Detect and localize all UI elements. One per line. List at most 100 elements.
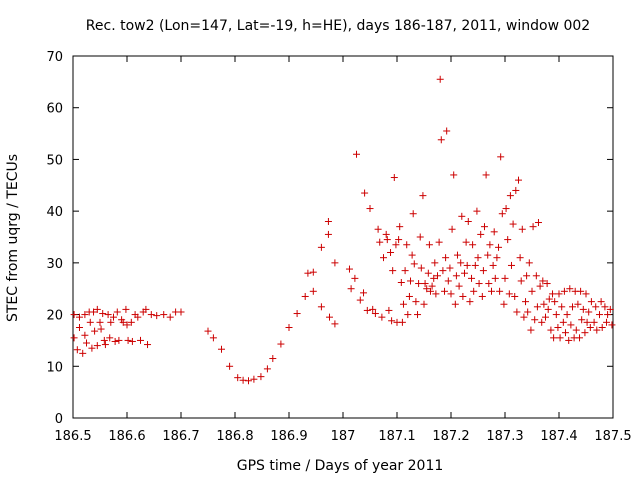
data-point <box>70 334 78 342</box>
data-point <box>93 305 101 313</box>
data-point <box>435 238 443 246</box>
data-point <box>551 298 559 306</box>
data-point <box>500 300 508 308</box>
data-point <box>86 318 94 326</box>
data-point <box>209 334 217 342</box>
data-point <box>81 331 89 339</box>
data-point <box>516 254 524 262</box>
data-point <box>436 75 444 83</box>
data-point <box>395 236 403 244</box>
data-point <box>371 310 379 318</box>
x-tick-label: 186.5 <box>54 429 91 444</box>
data-point <box>563 311 571 319</box>
data-point <box>598 324 606 331</box>
data-point <box>540 300 548 308</box>
data-point <box>324 230 332 238</box>
data-point <box>523 272 531 280</box>
data-point <box>409 210 417 218</box>
x-tick-label: 186.6 <box>108 429 145 444</box>
data-point <box>520 313 528 321</box>
data-point <box>560 287 568 295</box>
axis-ticks <box>72 55 614 419</box>
data-point <box>424 269 432 277</box>
data-point <box>549 290 557 298</box>
data-point <box>608 321 616 329</box>
data-point <box>545 295 553 303</box>
data-point <box>471 261 479 269</box>
data-point <box>75 313 83 321</box>
data-point <box>507 261 515 269</box>
data-point <box>491 274 499 282</box>
data-point <box>392 241 400 249</box>
data-point <box>396 223 404 231</box>
data-point <box>356 296 364 304</box>
data-point <box>502 205 510 213</box>
data-point <box>586 324 594 331</box>
data-point <box>504 236 512 244</box>
data-point <box>505 290 513 298</box>
data-point <box>301 292 309 300</box>
data-point <box>124 336 132 344</box>
data-point <box>415 280 423 288</box>
x-tick-label: 187 <box>331 429 356 444</box>
data-point <box>417 264 425 272</box>
data-point <box>606 305 614 313</box>
data-point <box>257 373 265 381</box>
data-point <box>99 310 107 318</box>
data-point <box>91 327 99 335</box>
data-point <box>304 269 312 277</box>
data-point <box>576 334 584 342</box>
data-point <box>464 217 472 225</box>
data-point <box>579 305 587 313</box>
data-point <box>515 176 522 184</box>
data-point <box>486 241 494 249</box>
data-point <box>351 274 359 282</box>
data-point <box>245 377 252 385</box>
x-tick-label: 186.9 <box>270 429 307 444</box>
data-point <box>470 287 478 295</box>
data-point <box>226 362 234 370</box>
data-point <box>469 241 477 249</box>
data-point <box>506 192 514 200</box>
data-point <box>416 233 424 241</box>
data-point <box>577 287 585 295</box>
x-tick-label: 187.3 <box>486 429 523 444</box>
axis-tick-labels: 186.5 186.6 186.7 186.8 186.9 187 187.1 187.2 18… <box>46 50 631 444</box>
data-point <box>137 336 144 344</box>
data-point <box>555 290 563 298</box>
data-point <box>404 311 412 319</box>
data-point <box>474 254 482 262</box>
data-point <box>324 217 332 225</box>
data-point <box>572 326 580 334</box>
data-point <box>317 303 325 311</box>
data-point <box>466 298 474 306</box>
data-point <box>477 230 485 238</box>
data-point <box>512 186 520 194</box>
data-point <box>511 292 519 300</box>
data-point <box>70 311 78 319</box>
data-point <box>583 318 591 326</box>
data-point <box>376 238 384 246</box>
y-tick-label: 70 <box>46 50 63 65</box>
data-point <box>450 171 458 179</box>
data-point <box>497 153 505 161</box>
data-point <box>542 313 549 321</box>
data-point <box>83 339 90 347</box>
data-point <box>401 267 409 275</box>
data-point <box>574 300 582 308</box>
data-point <box>383 236 391 244</box>
data-point <box>90 308 98 316</box>
data-point <box>414 311 422 319</box>
y-tick-label: 20 <box>46 309 63 324</box>
data-point <box>441 287 449 295</box>
data-point <box>360 289 368 297</box>
chart-title: Rec. tow2 (Lon=147, Lat=-19, h=HE), days… <box>86 18 590 34</box>
data-point <box>410 260 418 268</box>
data-point <box>353 150 360 158</box>
data-point <box>582 290 590 298</box>
data-point <box>443 127 451 135</box>
data-point <box>100 336 108 344</box>
data-point <box>309 268 317 276</box>
data-point <box>534 219 542 227</box>
